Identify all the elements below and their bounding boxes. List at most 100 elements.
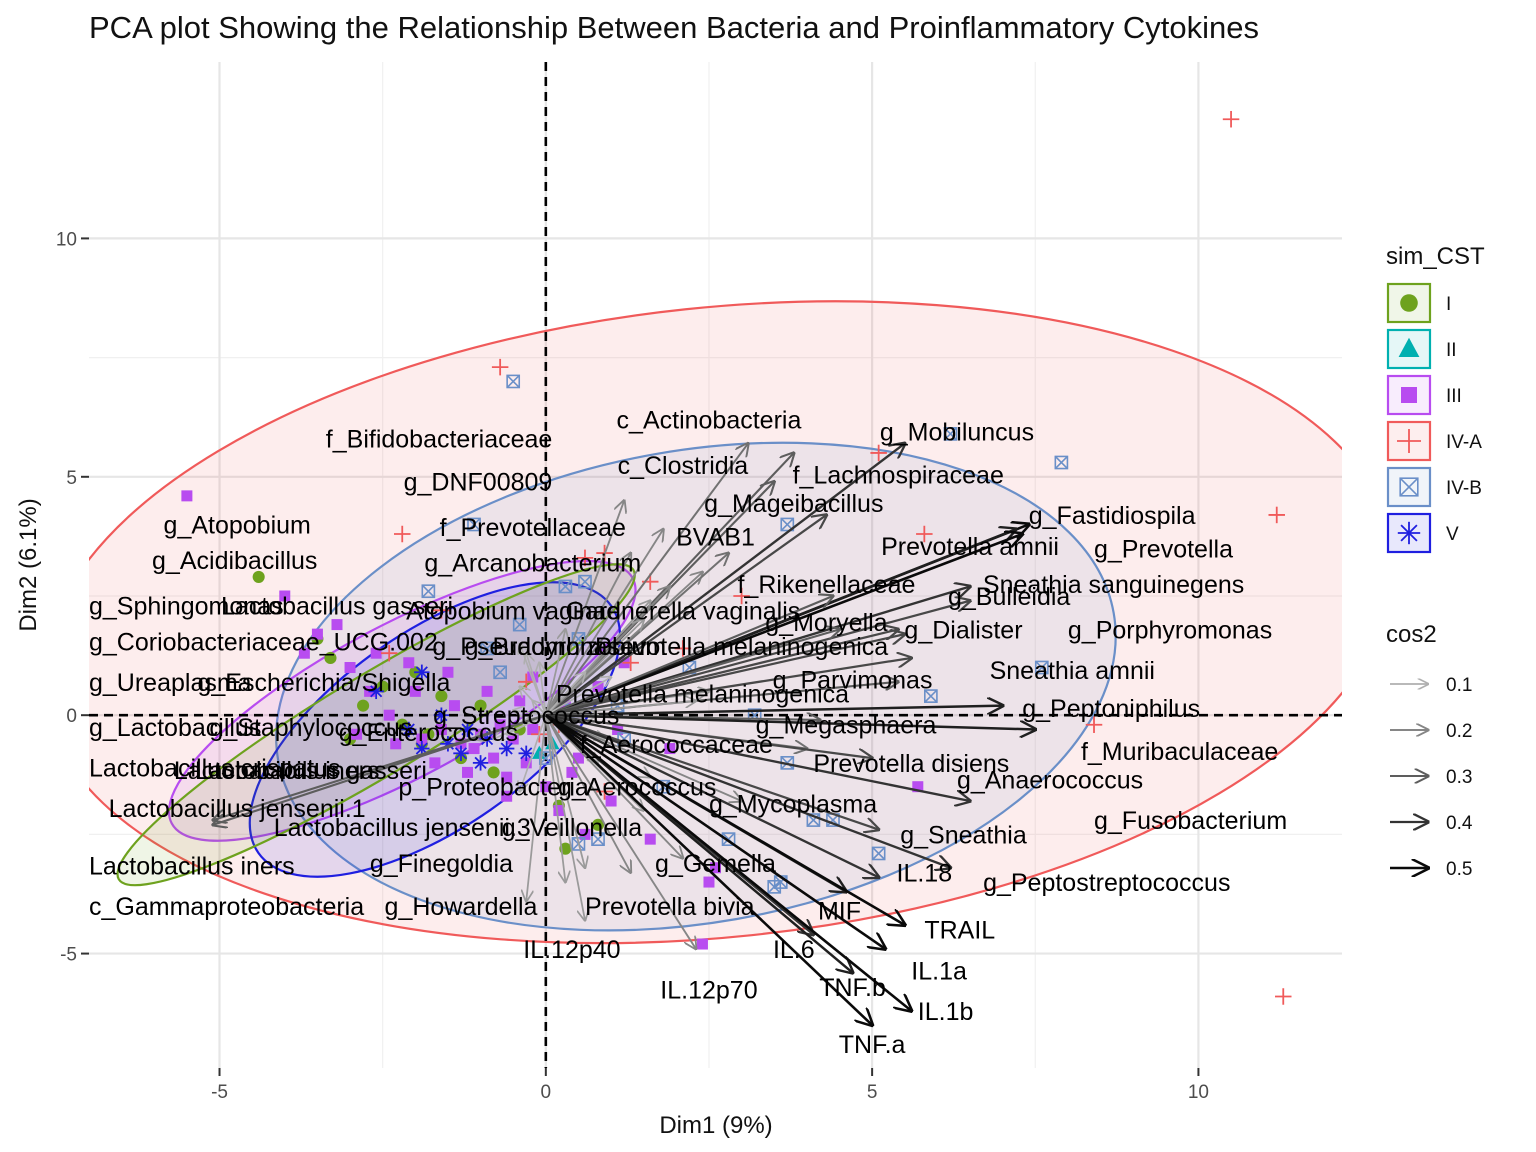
box-stroke: [767, 879, 782, 894]
box-stroke: [871, 846, 886, 861]
asterisk-stroke: [481, 732, 494, 746]
point-iv-b: [578, 574, 592, 589]
variable-label: g_Gemella: [655, 850, 776, 878]
variable-label: Prevotella bivia: [585, 893, 755, 921]
point-iii: [592, 681, 604, 693]
ellipse-i: [116, 563, 636, 887]
variable-arrow: [545, 714, 911, 1011]
variable-label: f_Prevotellaceae: [440, 514, 626, 542]
variable-arrow: [545, 620, 644, 716]
y-tick-label: 5: [66, 468, 77, 489]
variable-arrow: [544, 501, 624, 716]
times-stroke-2: [943, 427, 958, 441]
point-iii: [520, 757, 532, 769]
variable-arrow: [545, 629, 840, 717]
variable-arrow: [545, 714, 970, 801]
box-stroke: [538, 751, 553, 765]
box-stroke: [924, 689, 938, 703]
variable-label: g_Ureaplasma: [89, 669, 252, 697]
asterisk-stroke: [474, 756, 487, 769]
variable-label: TNF.a: [839, 1031, 906, 1059]
point-iv-b: [512, 617, 527, 632]
box-stroke: [480, 641, 494, 656]
variable-labels: c_Actinobacteria f_Bifidobacteriaceae c_Cl…: [89, 407, 1287, 1060]
legend-cos2-label: 0.1: [1446, 675, 1472, 696]
point-iv-a: [622, 654, 639, 671]
point-iii: [311, 628, 323, 640]
times-stroke-2: [780, 517, 794, 532]
times-stroke-2: [578, 575, 592, 589]
variable-arrow: [545, 596, 833, 717]
box-stroke: [467, 517, 481, 532]
point-iii: [566, 766, 578, 778]
variable-label: g_Anaerococcus: [957, 767, 1143, 795]
box-stroke: [512, 617, 527, 632]
point-iv-b: [806, 813, 821, 827]
times-stroke-2: [421, 584, 435, 598]
variable-label: f_Aerococcaceae: [580, 731, 773, 759]
point-v: [518, 745, 534, 762]
variable-label: MIF: [818, 898, 861, 926]
variable-label: g_Sphingomonas: [89, 593, 284, 621]
box-stroke: [1054, 455, 1069, 470]
variable-label: IL.1a: [911, 957, 967, 985]
point-iii: [605, 795, 617, 807]
point-iv-b: [421, 584, 436, 599]
point-iii: [507, 733, 519, 745]
times-stroke-2: [721, 832, 736, 846]
variable-label: Lactobacillus iners: [89, 852, 295, 880]
box-stroke: [806, 813, 821, 827]
point-iv-b: [767, 879, 782, 894]
legend-marker-iii: [1401, 387, 1417, 403]
point-iii: [703, 876, 715, 888]
variable-label: g_Enterococcus: [339, 719, 518, 747]
point-iii: [331, 619, 343, 631]
point-iv-b: [506, 374, 521, 389]
variable-arrow: [545, 714, 951, 868]
variable-label: g_Fastidiospila: [1029, 502, 1196, 530]
point-iii: [488, 752, 500, 764]
point-iv-a: [870, 444, 887, 462]
point-iv-a: [1275, 988, 1292, 1005]
variable-label: Sneathia amnii: [990, 657, 1155, 685]
point-iii: [468, 743, 480, 755]
variable-arrow: [545, 714, 879, 829]
variable-arrow: [544, 629, 566, 716]
legend-marker-v: [1397, 521, 1421, 545]
box-stroke: [571, 632, 586, 646]
variable-label: g_Peptoniphilus: [1022, 695, 1200, 723]
variable-arrow: [545, 677, 611, 716]
variable-arrow: [545, 714, 885, 949]
variable-label: Atopobium vaginae: [406, 597, 620, 625]
variable-arrow: [545, 714, 696, 949]
variable-arrow: [545, 706, 1003, 717]
variable-label: g_Mobiluncus: [880, 419, 1034, 447]
variable-label: g_Moryella: [765, 609, 887, 637]
point-iii: [181, 490, 193, 502]
variable-label: g_Atopobium: [164, 511, 311, 539]
variable-label: Prevotella melaninogenica: [595, 633, 888, 661]
times-stroke-2: [558, 579, 573, 594]
box-stroke: [493, 665, 507, 680]
variable-label: c_Clostridia: [618, 452, 749, 480]
variable-arrow: [544, 553, 631, 716]
point-iii: [540, 781, 552, 793]
point-iii: [435, 723, 447, 735]
variable-label: Prevotella disiens: [813, 750, 1009, 778]
variable-label: g_Mycoplasma: [709, 790, 877, 818]
asterisk-stroke: [500, 742, 513, 755]
times-stroke-2: [571, 632, 586, 646]
variable-label: TRAIL: [924, 917, 995, 945]
variable-label: g_DNF00809: [404, 469, 553, 497]
variable-label: f_Lachnospiraceae: [793, 461, 1004, 489]
point-iv-b: [480, 641, 494, 656]
point-i: [252, 570, 265, 583]
box-stroke: [578, 574, 592, 589]
variable-label: g_Lactobacillus: [89, 714, 261, 742]
point-v: [401, 721, 417, 738]
asterisk-stroke: [461, 723, 474, 736]
point-iii: [429, 757, 441, 769]
y-tick-label: 10: [56, 229, 77, 250]
times-stroke-2: [872, 846, 886, 861]
point-v: [440, 736, 456, 752]
